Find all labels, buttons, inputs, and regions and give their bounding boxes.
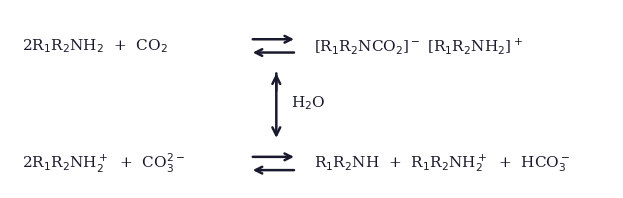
Text: R$_1$R$_2$NH  +  R$_1$R$_2$NH$_2^+$  +  HCO$_3^-$: R$_1$R$_2$NH + R$_1$R$_2$NH$_2^+$ + HCO$… [315, 153, 571, 174]
Text: [R$_1$R$_2$NCO$_2$]$^-$ [R$_1$R$_2$NH$_2$]$^+$: [R$_1$R$_2$NCO$_2$]$^-$ [R$_1$R$_2$NH$_2… [315, 36, 523, 56]
Text: 2R$_1$R$_2$NH$_2$  +  CO$_2$: 2R$_1$R$_2$NH$_2$ + CO$_2$ [22, 37, 168, 55]
Text: 2R$_1$R$_2$NH$_2^+$  +  CO$_3^{2-}$: 2R$_1$R$_2$NH$_2^+$ + CO$_3^{2-}$ [22, 152, 184, 175]
Text: H$_2$O: H$_2$O [291, 94, 325, 112]
